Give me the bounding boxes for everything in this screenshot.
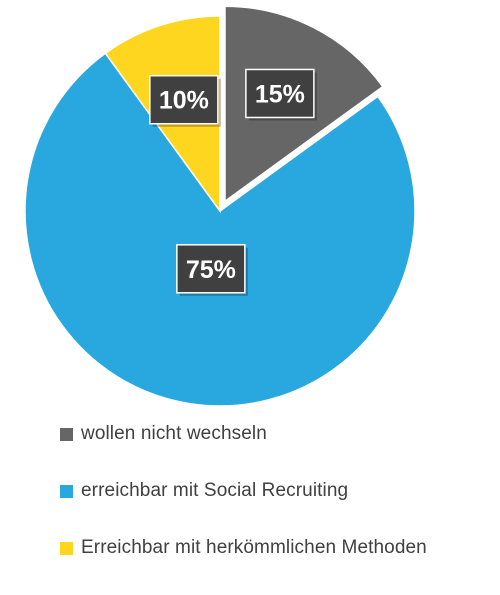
pie-data-labels: 15% 75% 10% xyxy=(149,68,317,296)
data-label-box xyxy=(149,74,219,125)
legend-item: Erreichbar mit herkömmlichen Methoden xyxy=(60,537,427,558)
legend-label: erreichbar mit Social Recruiting xyxy=(81,480,349,501)
data-label-box xyxy=(245,68,315,119)
legend-swatch xyxy=(60,541,73,555)
chart-legend: wollen nicht wechseln erreichbar mit Soc… xyxy=(60,423,427,595)
data-label-text: 75% xyxy=(186,256,236,284)
pie-slice xyxy=(24,52,416,407)
data-label: 15% xyxy=(245,68,317,121)
pie-slices xyxy=(24,5,416,407)
legend-label: Erreichbar mit herkömmlichen Methoden xyxy=(81,537,427,558)
legend-item: wollen nicht wechseln xyxy=(60,423,427,444)
legend-swatch xyxy=(60,484,73,498)
data-label-text: 10% xyxy=(159,87,209,115)
legend-swatch xyxy=(60,427,73,441)
legend-label: wollen nicht wechseln xyxy=(81,423,267,444)
data-label-text: 15% xyxy=(255,80,305,108)
legend-item: erreichbar mit Social Recruiting xyxy=(60,480,427,501)
data-label: 75% xyxy=(176,244,248,296)
data-label-box xyxy=(176,244,246,294)
pie-chart: 15% 75% 10% xyxy=(24,5,416,407)
data-label: 10% xyxy=(149,74,221,127)
